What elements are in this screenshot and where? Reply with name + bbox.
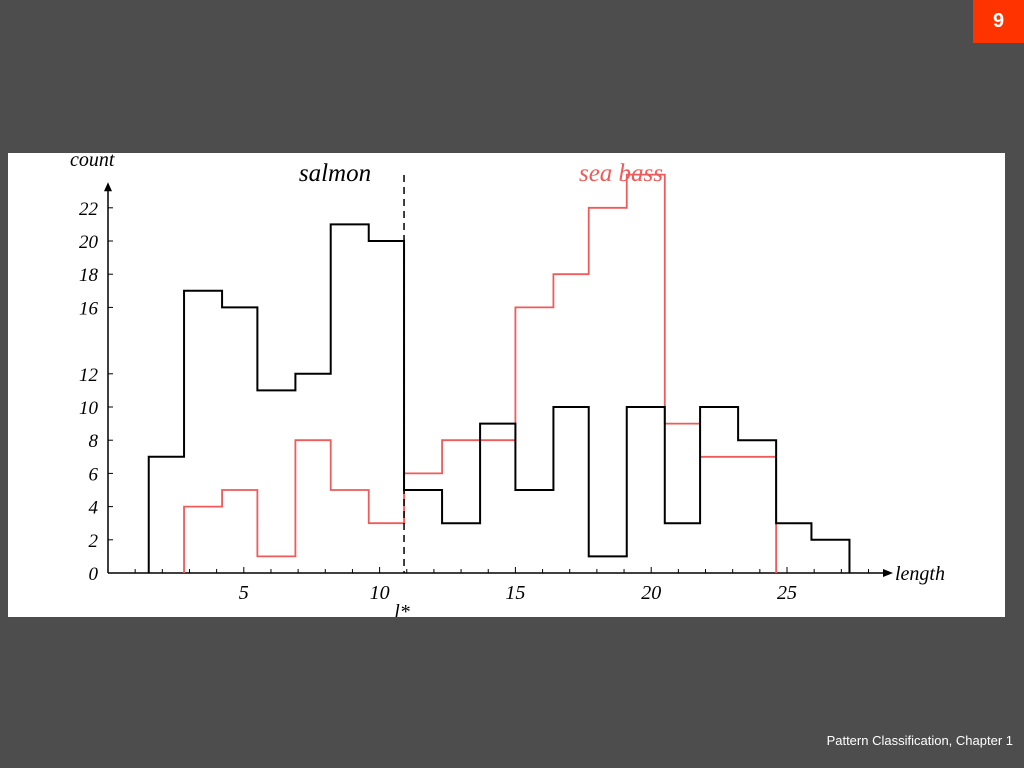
x-tick-label: 15: [505, 582, 525, 604]
threshold-label: l*: [394, 601, 410, 617]
y-tick-label: 8: [89, 431, 99, 452]
sea-bass-label: sea bass: [579, 160, 663, 187]
salmon-label: salmon: [299, 160, 371, 187]
footer-text: Pattern Classification, Chapter 1: [826, 733, 1013, 748]
sea-bass-histogram: [183, 173, 778, 573]
page-number-badge: 9: [973, 0, 1024, 43]
histogram-chart: 5 10 15 20 25 0 2 4 6 8 10 12 16 18 20 22 count length l* s…: [70, 153, 945, 617]
y-tick-label: 10: [79, 398, 99, 419]
y-tick-label: 12: [79, 365, 99, 386]
x-axis-label: length: [895, 563, 945, 585]
y-tick-label: 0: [89, 564, 99, 585]
x-tick-label: 10: [370, 582, 390, 604]
y-tick-label: 22: [79, 199, 99, 220]
y-tick-label: 20: [79, 232, 99, 253]
histogram-figure: 5 10 15 20 25 0 2 4 6 8 10 12 16 18 20 22 count length l* s…: [8, 153, 1005, 617]
y-tick-label: 4: [89, 498, 99, 519]
y-tick-label: 2: [89, 531, 99, 552]
salmon-histogram: [147, 223, 851, 573]
y-tick-label: 16: [79, 298, 99, 319]
x-tick-label: 20: [641, 582, 661, 604]
x-axis-arrow: [883, 569, 893, 577]
x-tick-label: 5: [239, 582, 249, 604]
y-tick-label: 6: [89, 464, 99, 485]
x-tick-label: 25: [777, 582, 797, 604]
y-axis-arrow: [104, 182, 112, 192]
y-axis-label: count: [70, 153, 115, 171]
y-tick-label: 18: [79, 265, 99, 286]
